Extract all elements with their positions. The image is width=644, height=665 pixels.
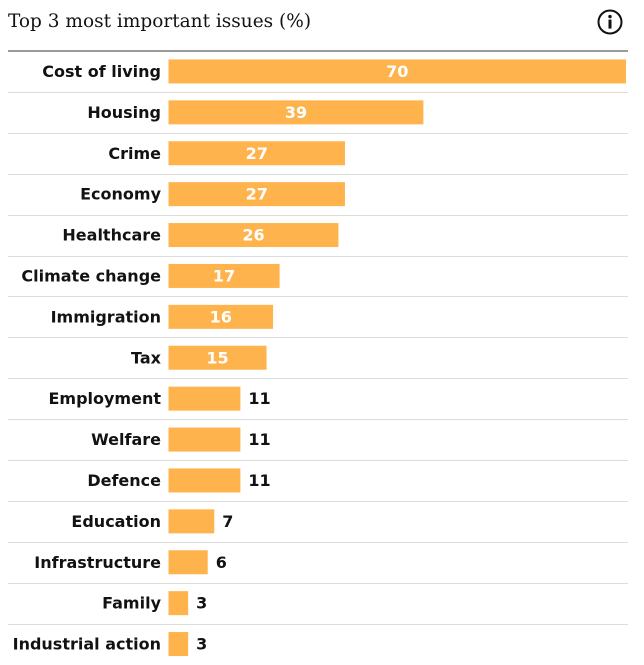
- category-label: Climate change: [21, 266, 161, 285]
- category-label: Immigration: [51, 307, 161, 326]
- category-label: Crime: [108, 144, 161, 163]
- category-label: Defence: [87, 471, 161, 490]
- value-label: 27: [246, 144, 268, 163]
- bar: [168, 304, 274, 329]
- bar: [168, 141, 345, 166]
- category-label: Family: [102, 594, 161, 613]
- category-label: Infrastructure: [34, 553, 161, 572]
- category-label: Welfare: [91, 430, 161, 449]
- value-label: 16: [210, 307, 232, 326]
- category-label: Industrial action: [13, 635, 161, 654]
- value-label: 7: [222, 512, 233, 531]
- value-label: 3: [196, 635, 207, 654]
- chart-title: Top 3 most important issues (%): [8, 11, 312, 32]
- bar: [168, 427, 241, 452]
- value-label: 17: [213, 266, 235, 285]
- bar: [168, 59, 626, 84]
- value-label: 11: [248, 430, 270, 449]
- bar: [168, 345, 267, 370]
- bar: [168, 550, 208, 575]
- value-label: 15: [206, 348, 228, 367]
- info-button[interactable]: [597, 9, 623, 35]
- bar: [168, 263, 280, 288]
- bar: [168, 509, 215, 534]
- bar: [168, 100, 424, 125]
- category-label: Cost of living: [42, 62, 161, 81]
- category-label: Employment: [48, 389, 161, 408]
- bar: [168, 468, 241, 493]
- category-label: Housing: [87, 103, 161, 122]
- value-label: 3: [196, 594, 207, 613]
- value-label: 11: [248, 471, 270, 490]
- value-label: 26: [242, 226, 264, 245]
- value-label: 27: [246, 185, 268, 204]
- value-label: 39: [285, 103, 307, 122]
- category-label: Healthcare: [62, 226, 161, 245]
- bar: [168, 591, 189, 616]
- bar: [168, 223, 339, 248]
- bar: [168, 632, 189, 657]
- value-label: 6: [216, 553, 227, 572]
- category-label: Education: [71, 512, 161, 531]
- info-icon: [597, 9, 623, 35]
- bar: [168, 182, 345, 207]
- category-label: Economy: [80, 185, 161, 204]
- value-label: 11: [248, 389, 270, 408]
- value-label: 70: [386, 62, 408, 81]
- category-label: Tax: [131, 348, 162, 367]
- bar: [168, 386, 241, 411]
